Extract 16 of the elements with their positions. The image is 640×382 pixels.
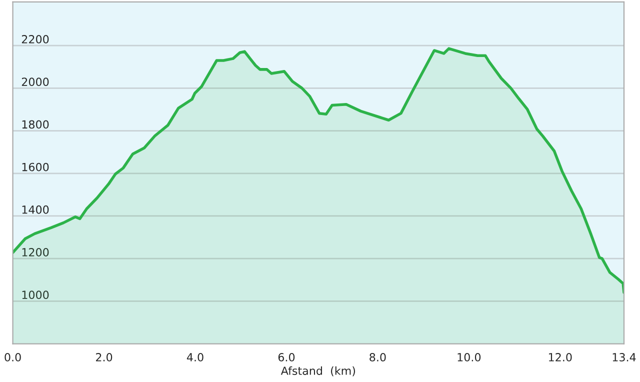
x-tick-label: 0.0: [4, 353, 21, 362]
x-tick-label: 12.0: [548, 353, 572, 362]
x-tick-label: 6.0: [278, 353, 295, 362]
x-axis-title: Afstand (km): [280, 366, 356, 376]
x-tick-label: 13.4: [612, 353, 636, 362]
y-tick-label: 1400: [22, 205, 49, 214]
y-tick-label: 2200: [22, 35, 49, 44]
x-tick-label: 4.0: [186, 353, 204, 362]
y-tick-label: 1200: [22, 248, 49, 256]
y-tick-label: 1800: [22, 120, 49, 129]
y-tick-label: 1000: [22, 290, 49, 300]
y-tick-label: 2000: [22, 78, 49, 86]
x-tick-label: 8.0: [370, 353, 386, 362]
x-tick-label: 10.0: [458, 353, 481, 362]
y-tick-label: 1600: [22, 162, 49, 172]
x-tick-label: 2.0: [96, 353, 112, 362]
